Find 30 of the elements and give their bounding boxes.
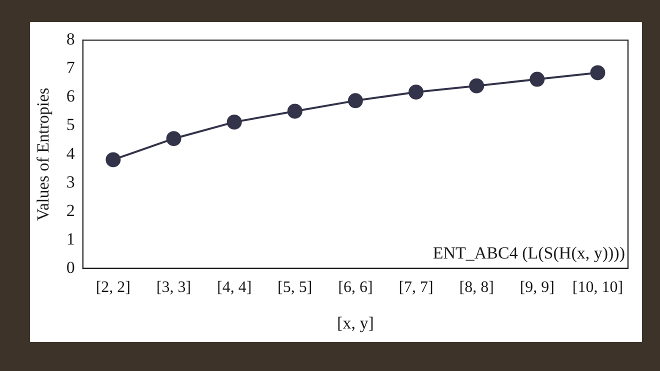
y-tick-label: 3 (66, 172, 75, 192)
point (287, 104, 302, 119)
x-tick-label: [9, 9] (520, 279, 554, 296)
point (348, 93, 363, 108)
y-tick-label: 1 (66, 229, 75, 248)
x-axis-title: [x, y] (337, 313, 374, 332)
x-tick-label: [5, 5] (278, 279, 312, 296)
point (166, 131, 182, 146)
point (408, 84, 424, 100)
x-tick-label: [10, 10] (572, 279, 624, 296)
y-tick-label: 7 (66, 58, 76, 78)
y-tick-label: 2 (66, 200, 75, 220)
point (590, 65, 606, 80)
y-tick-label: 4 (66, 144, 76, 163)
y-tick-label: 0 (66, 258, 75, 277)
y-tick-label: 5 (66, 115, 75, 134)
x-tick-label: [4, 4] (216, 279, 252, 296)
point (226, 114, 242, 130)
x-tick-label: [2, 2] (96, 279, 131, 296)
y-tick-label: 6 (66, 86, 75, 106)
y-tick-label: 8 (66, 30, 75, 49)
x-tick-label: [8, 8] (459, 279, 494, 296)
point (530, 72, 545, 87)
point (106, 152, 121, 168)
x-tick-label: [3, 3] (156, 279, 192, 296)
x-tick-label: [6, 6] (338, 279, 373, 296)
point (469, 78, 484, 94)
annotation: ENT_ABC4 (L(S(H(x, y)))) (432, 243, 625, 262)
y-axis-title: Values of Entropies (34, 88, 53, 221)
x-tick-label: [7, 7] (398, 279, 434, 296)
